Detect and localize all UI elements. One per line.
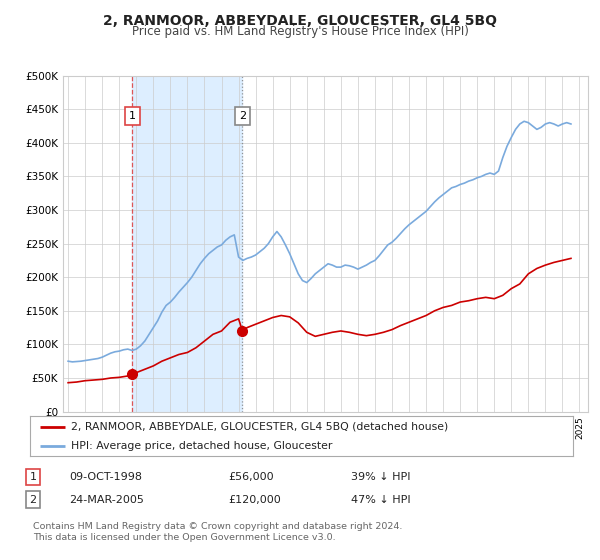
Text: £120,000: £120,000 xyxy=(228,494,281,505)
Text: 39% ↓ HPI: 39% ↓ HPI xyxy=(351,472,410,482)
Text: 47% ↓ HPI: 47% ↓ HPI xyxy=(351,494,410,505)
Text: 24-MAR-2005: 24-MAR-2005 xyxy=(69,494,144,505)
Text: 09-OCT-1998: 09-OCT-1998 xyxy=(69,472,142,482)
Bar xyxy=(133,76,242,412)
Text: 2, RANMOOR, ABBEYDALE, GLOUCESTER, GL4 5BQ: 2, RANMOOR, ABBEYDALE, GLOUCESTER, GL4 5… xyxy=(103,14,497,28)
Text: 2: 2 xyxy=(29,494,37,505)
Text: 1: 1 xyxy=(29,472,37,482)
Text: 2, RANMOOR, ABBEYDALE, GLOUCESTER, GL4 5BQ (detached house): 2, RANMOOR, ABBEYDALE, GLOUCESTER, GL4 5… xyxy=(71,422,448,432)
Text: 2: 2 xyxy=(239,111,246,121)
Text: Contains HM Land Registry data © Crown copyright and database right 2024.: Contains HM Land Registry data © Crown c… xyxy=(33,522,403,531)
Text: This data is licensed under the Open Government Licence v3.0.: This data is licensed under the Open Gov… xyxy=(33,533,335,542)
Text: £56,000: £56,000 xyxy=(228,472,274,482)
Text: HPI: Average price, detached house, Gloucester: HPI: Average price, detached house, Glou… xyxy=(71,441,332,450)
Text: 1: 1 xyxy=(129,111,136,121)
Text: Price paid vs. HM Land Registry's House Price Index (HPI): Price paid vs. HM Land Registry's House … xyxy=(131,25,469,38)
